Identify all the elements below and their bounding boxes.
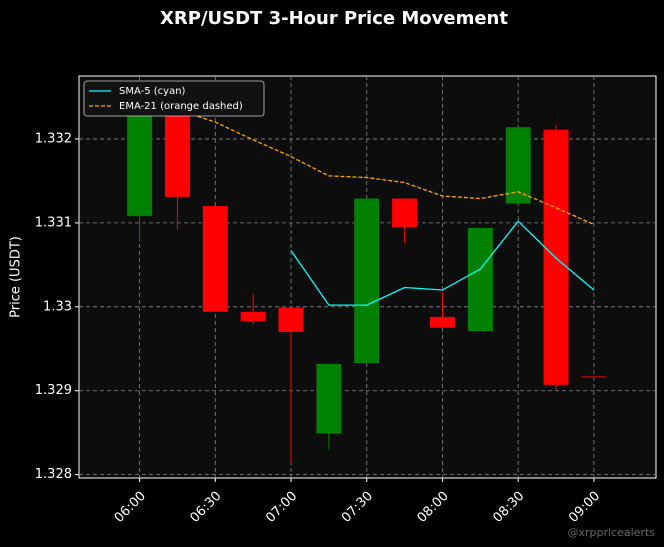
y-tick-label: 1.331 (35, 215, 72, 230)
candle-body (127, 97, 153, 217)
y-tick-label: 1.33 (43, 299, 72, 314)
candle-body (278, 307, 304, 332)
y-tick-label: 1.328 (35, 467, 72, 482)
legend: SMA-5 (cyan) EMA-21 (orange dashed) (83, 80, 265, 117)
legend-label: SMA-5 (cyan) (119, 86, 186, 97)
candle-body (581, 376, 607, 378)
candle-body (316, 363, 342, 434)
y-tick-label: 1.332 (35, 131, 72, 146)
y-tick-label: 1.329 (35, 383, 72, 398)
candle-body (240, 311, 266, 322)
legend-label: EMA-21 (orange dashed) (119, 101, 243, 112)
candle-body (354, 198, 380, 364)
y-axis-label: Price (USDT) (9, 236, 24, 318)
line-series (290, 220, 595, 306)
candle-body (505, 127, 531, 204)
line-series (139, 100, 595, 226)
watermark: @xrppricealerts (567, 526, 655, 539)
chart-title: XRP/USDT 3-Hour Price Movement (160, 8, 508, 29)
legend-box (83, 80, 265, 117)
candle-body (467, 227, 493, 332)
candle-body (429, 316, 455, 328)
candle-body (202, 206, 228, 312)
candle-body (392, 198, 418, 228)
